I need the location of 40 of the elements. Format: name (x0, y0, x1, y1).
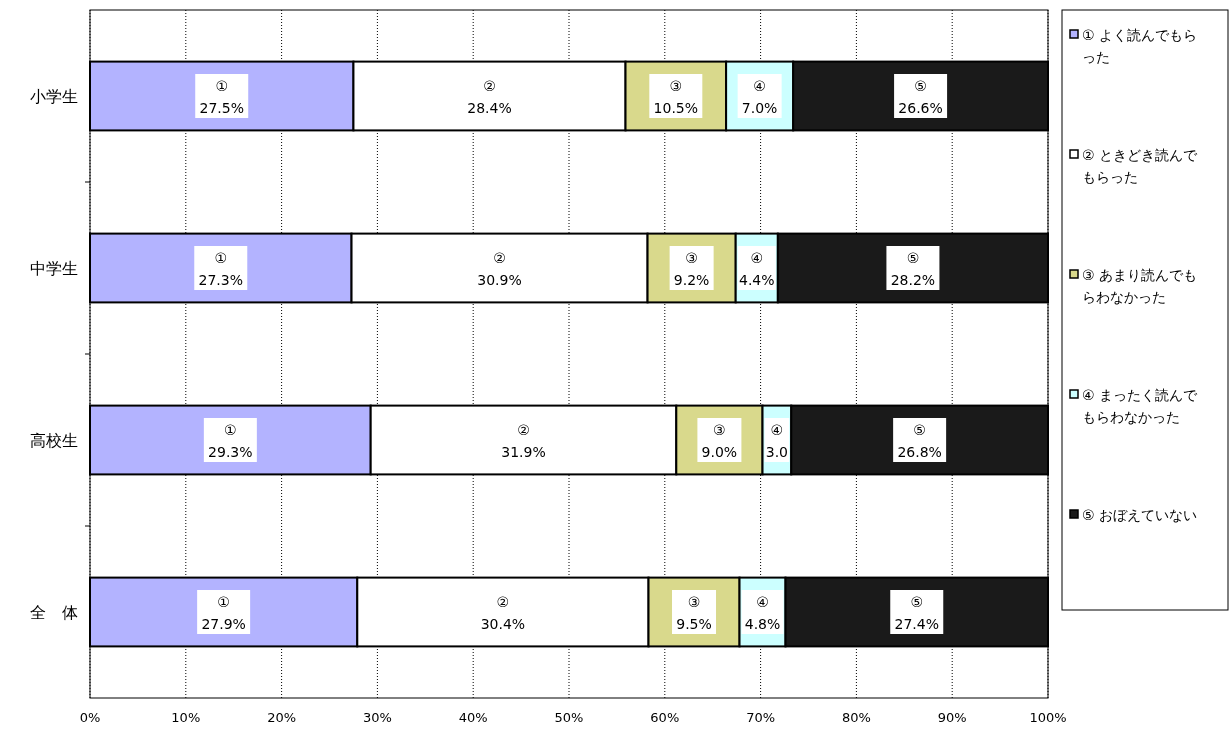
legend-label: ③ あまり読んでもらわなかった (1082, 267, 1198, 305)
data-label: ⑤ 28.2% (890, 250, 936, 288)
data-label: ③ 9.2% (673, 250, 710, 288)
data-label: ④ 4.4% (738, 250, 775, 288)
data-label: ① 27.9% (201, 594, 246, 632)
data-label: ① 27.5% (199, 78, 244, 116)
x-tick-label: 60% (650, 710, 680, 725)
data-label: ③ 9.5% (676, 594, 712, 632)
data-label: ④ 4.8% (744, 594, 781, 632)
data-label: ① 27.3% (198, 250, 244, 288)
x-tick-label: 10% (171, 710, 201, 725)
data-label: ⑤ 27.4% (894, 594, 939, 632)
y-tick-label: 全 体 (30, 603, 78, 622)
x-tick-label: 80% (841, 710, 871, 725)
data-label: ② 31.9% (501, 422, 546, 460)
data-label: ② 30.9% (477, 250, 522, 288)
x-tick-label: 90% (937, 710, 967, 725)
y-tick-label: 小学生 (30, 87, 78, 106)
x-tick-label: 100% (1029, 710, 1067, 725)
x-tick-label: 30% (362, 710, 392, 725)
x-tick-label: 40% (458, 710, 488, 725)
data-label: ④ 3.0 (765, 422, 789, 460)
x-tick-label: 70% (746, 710, 776, 725)
data-label: ② 30.4% (480, 594, 526, 632)
data-label: ⑤ 26.8% (897, 422, 942, 460)
data-label: ① 29.3% (208, 422, 253, 460)
x-tick-label: 50% (554, 710, 584, 725)
x-tick-label: 0% (79, 710, 101, 725)
legend-label: ② ときどき読んでもらった (1082, 147, 1198, 185)
x-tick-label: 20% (267, 710, 297, 725)
data-label: ③ 10.5% (653, 78, 699, 116)
y-tick-label: 中学生 (30, 259, 78, 278)
data-label: ⑤ 26.6% (898, 78, 943, 116)
y-tick-label: 高校生 (30, 431, 78, 450)
legend-label: ⑤ おぼえていない (1082, 507, 1198, 523)
data-label: ④ 7.0% (741, 78, 778, 116)
data-label: ② 28.4% (467, 78, 512, 116)
data-label: ③ 9.0% (701, 422, 738, 460)
legend-label: ④ まったく読んでもらわなかった (1082, 387, 1198, 425)
legend-label: ① よく読んでもらった (1082, 27, 1198, 65)
